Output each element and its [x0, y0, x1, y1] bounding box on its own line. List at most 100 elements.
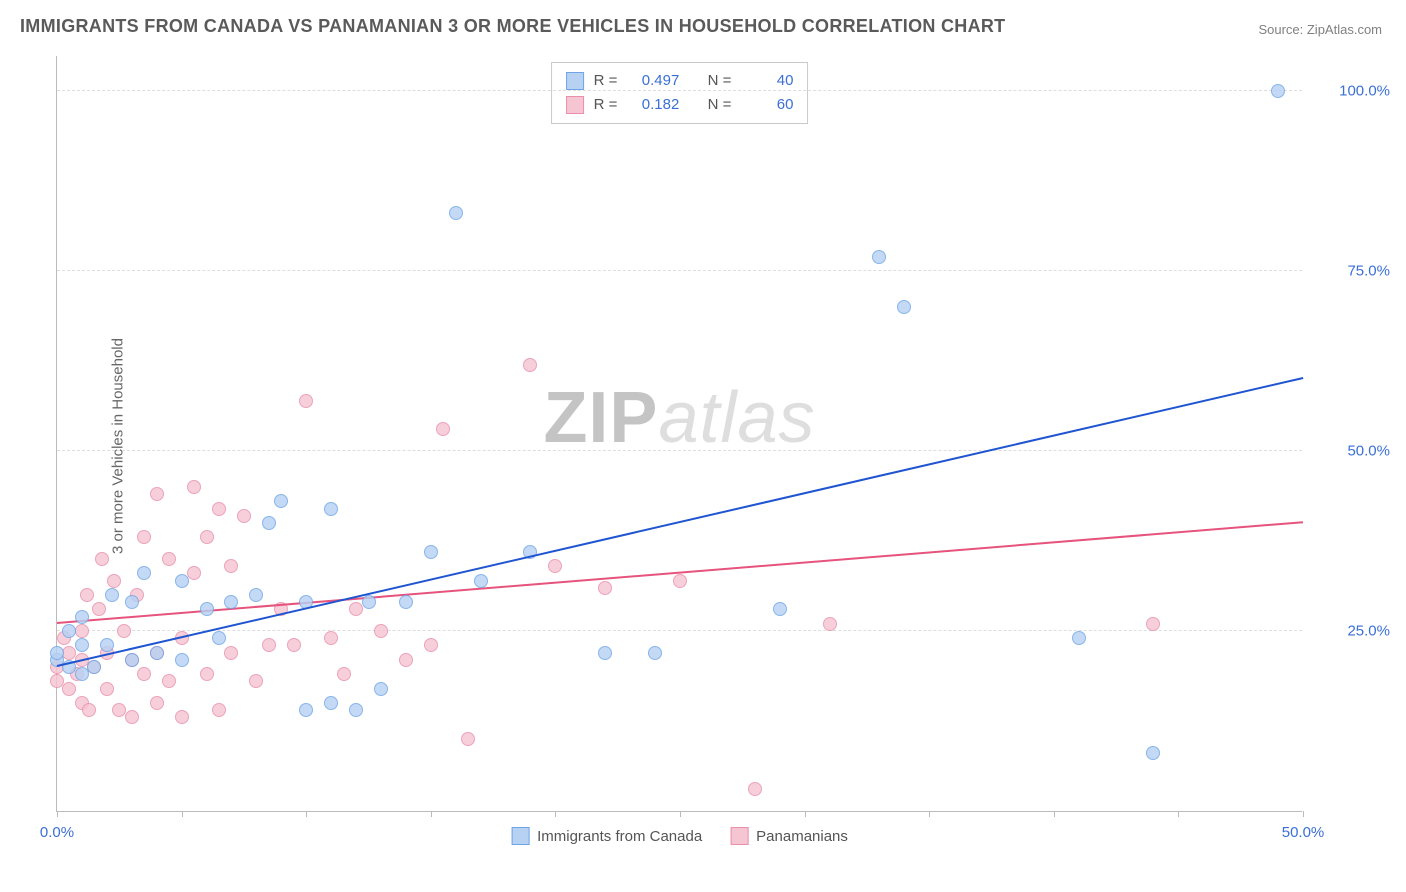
- scatter-point-canada: [648, 646, 662, 660]
- scatter-point-panama: [523, 358, 537, 372]
- scatter-point-panama: [748, 782, 762, 796]
- scatter-point-panama: [823, 617, 837, 631]
- scatter-point-panama: [95, 552, 109, 566]
- scatter-point-canada: [262, 516, 276, 530]
- scatter-point-canada: [150, 646, 164, 660]
- legend-label-canada: Immigrants from Canada: [537, 828, 702, 845]
- scatter-point-panama: [337, 667, 351, 681]
- scatter-point-panama: [212, 502, 226, 516]
- scatter-point-panama: [461, 732, 475, 746]
- x-tick: [1178, 811, 1179, 817]
- scatter-plot-area: ZIPatlas R = 0.497 N = 40 R = 0.182 N = …: [56, 56, 1302, 812]
- scatter-point-panama: [374, 624, 388, 638]
- label-n: N =: [708, 93, 732, 117]
- chart-container: 3 or more Vehicles in Household ZIPatlas…: [0, 0, 1406, 892]
- scatter-point-panama: [137, 667, 151, 681]
- trend-line-panama: [57, 521, 1303, 624]
- scatter-point-panama: [548, 559, 562, 573]
- scatter-point-canada: [50, 646, 64, 660]
- swatch-canada: [566, 72, 584, 90]
- scatter-point-canada: [1271, 84, 1285, 98]
- gridline: [57, 90, 1302, 91]
- y-tick-label: 100.0%: [1339, 83, 1390, 100]
- scatter-point-panama: [137, 530, 151, 544]
- x-tick-label: 0.0%: [40, 824, 74, 841]
- scatter-point-panama: [237, 509, 251, 523]
- gridline: [57, 630, 1302, 631]
- scatter-point-panama: [117, 624, 131, 638]
- legend-item-canada: Immigrants from Canada: [511, 827, 702, 845]
- scatter-point-canada: [872, 250, 886, 264]
- scatter-point-canada: [212, 631, 226, 645]
- scatter-point-panama: [399, 653, 413, 667]
- scatter-point-panama: [436, 422, 450, 436]
- scatter-point-panama: [200, 530, 214, 544]
- scatter-point-canada: [324, 696, 338, 710]
- y-tick-label: 75.0%: [1347, 263, 1390, 280]
- scatter-point-canada: [773, 602, 787, 616]
- legend-label-panama: Panamanians: [756, 828, 848, 845]
- stats-row-panama: R = 0.182 N = 60: [566, 93, 794, 117]
- scatter-point-canada: [62, 624, 76, 638]
- scatter-point-panama: [75, 624, 89, 638]
- scatter-point-panama: [287, 638, 301, 652]
- scatter-point-panama: [187, 566, 201, 580]
- x-tick: [805, 811, 806, 817]
- y-tick-label: 50.0%: [1347, 443, 1390, 460]
- scatter-point-canada: [374, 682, 388, 696]
- scatter-point-canada: [424, 545, 438, 559]
- correlation-stats-box: R = 0.497 N = 40 R = 0.182 N = 60: [551, 62, 809, 124]
- scatter-point-canada: [324, 502, 338, 516]
- scatter-point-panama: [162, 674, 176, 688]
- scatter-point-canada: [75, 638, 89, 652]
- scatter-point-canada: [399, 595, 413, 609]
- scatter-point-canada: [175, 653, 189, 667]
- x-tick: [680, 811, 681, 817]
- scatter-point-canada: [100, 638, 114, 652]
- watermark: ZIPatlas: [543, 377, 815, 459]
- x-tick: [929, 811, 930, 817]
- scatter-point-canada: [87, 660, 101, 674]
- scatter-point-panama: [80, 588, 94, 602]
- value-n-panama: 60: [741, 93, 793, 117]
- scatter-point-canada: [137, 566, 151, 580]
- scatter-point-panama: [62, 682, 76, 696]
- scatter-point-canada: [598, 646, 612, 660]
- scatter-point-canada: [75, 610, 89, 624]
- gridline: [57, 450, 1302, 451]
- scatter-point-panama: [224, 559, 238, 573]
- scatter-point-canada: [249, 588, 263, 602]
- scatter-point-canada: [897, 300, 911, 314]
- swatch-panama: [730, 827, 748, 845]
- scatter-point-canada: [349, 703, 363, 717]
- x-tick: [182, 811, 183, 817]
- scatter-point-panama: [175, 710, 189, 724]
- swatch-panama: [566, 96, 584, 114]
- scatter-point-canada: [474, 574, 488, 588]
- value-r-panama: 0.182: [627, 93, 679, 117]
- legend-item-panama: Panamanians: [730, 827, 848, 845]
- scatter-point-canada: [274, 494, 288, 508]
- scatter-point-canada: [105, 588, 119, 602]
- scatter-point-panama: [100, 682, 114, 696]
- scatter-point-canada: [299, 703, 313, 717]
- scatter-point-panama: [262, 638, 276, 652]
- scatter-point-panama: [324, 631, 338, 645]
- scatter-point-canada: [362, 595, 376, 609]
- x-tick-label: 50.0%: [1282, 824, 1325, 841]
- y-tick-label: 25.0%: [1347, 623, 1390, 640]
- x-tick: [1054, 811, 1055, 817]
- scatter-point-canada: [200, 602, 214, 616]
- scatter-point-panama: [212, 703, 226, 717]
- scatter-point-canada: [1072, 631, 1086, 645]
- scatter-point-canada: [175, 574, 189, 588]
- scatter-point-panama: [299, 394, 313, 408]
- scatter-point-panama: [162, 552, 176, 566]
- scatter-point-panama: [150, 696, 164, 710]
- scatter-point-panama: [82, 703, 96, 717]
- scatter-point-panama: [424, 638, 438, 652]
- scatter-point-panama: [187, 480, 201, 494]
- scatter-point-panama: [598, 581, 612, 595]
- swatch-canada: [511, 827, 529, 845]
- scatter-point-panama: [673, 574, 687, 588]
